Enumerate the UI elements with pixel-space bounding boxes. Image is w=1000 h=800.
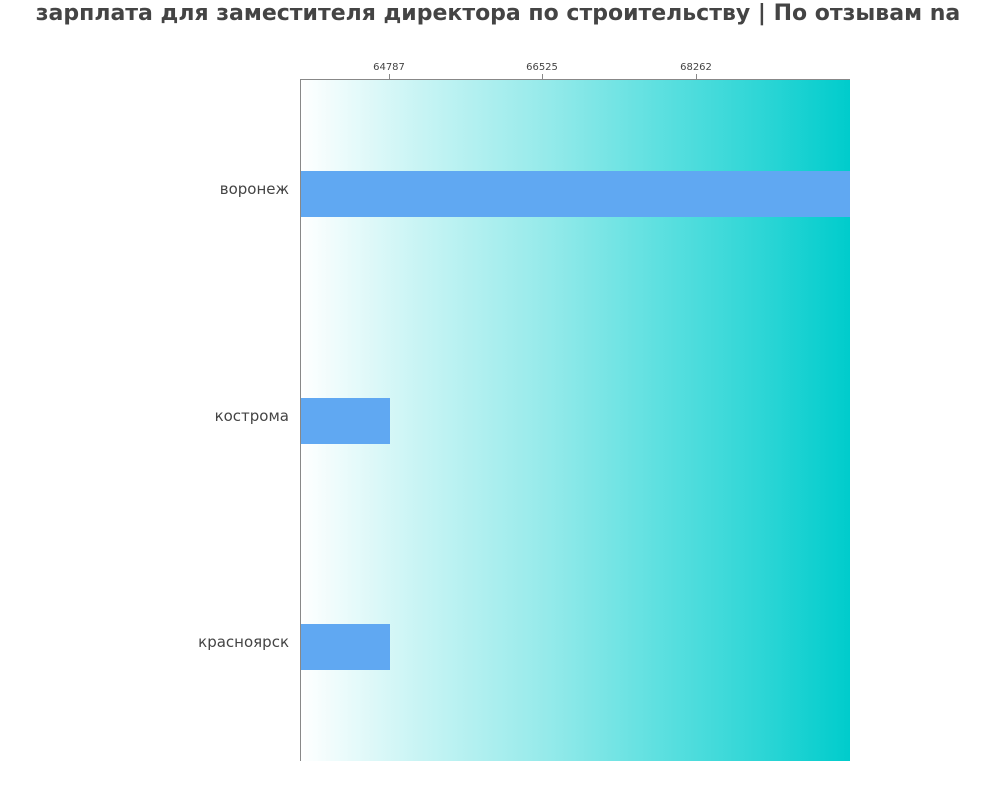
chart-title-text: зарплата для заместителя директора по ст… [35, 1, 961, 26]
x-axis-line [300, 79, 850, 80]
chart-title: зарплата для заместителя директора по ст… [0, 1, 1000, 26]
x-tick-mark [389, 74, 390, 80]
x-tick-label: 66525 [526, 62, 558, 73]
x-tick-label: 64787 [373, 62, 405, 73]
bar [301, 624, 390, 670]
category-label: красноярск [198, 633, 289, 651]
x-tick-label: 68262 [680, 62, 712, 73]
category-label: воронеж [219, 180, 289, 198]
x-tick-mark [542, 74, 543, 80]
category-label: кострома [214, 407, 289, 425]
x-tick-mark [696, 74, 697, 80]
bar [301, 171, 850, 217]
bar [301, 398, 390, 444]
y-axis-line [300, 80, 301, 761]
